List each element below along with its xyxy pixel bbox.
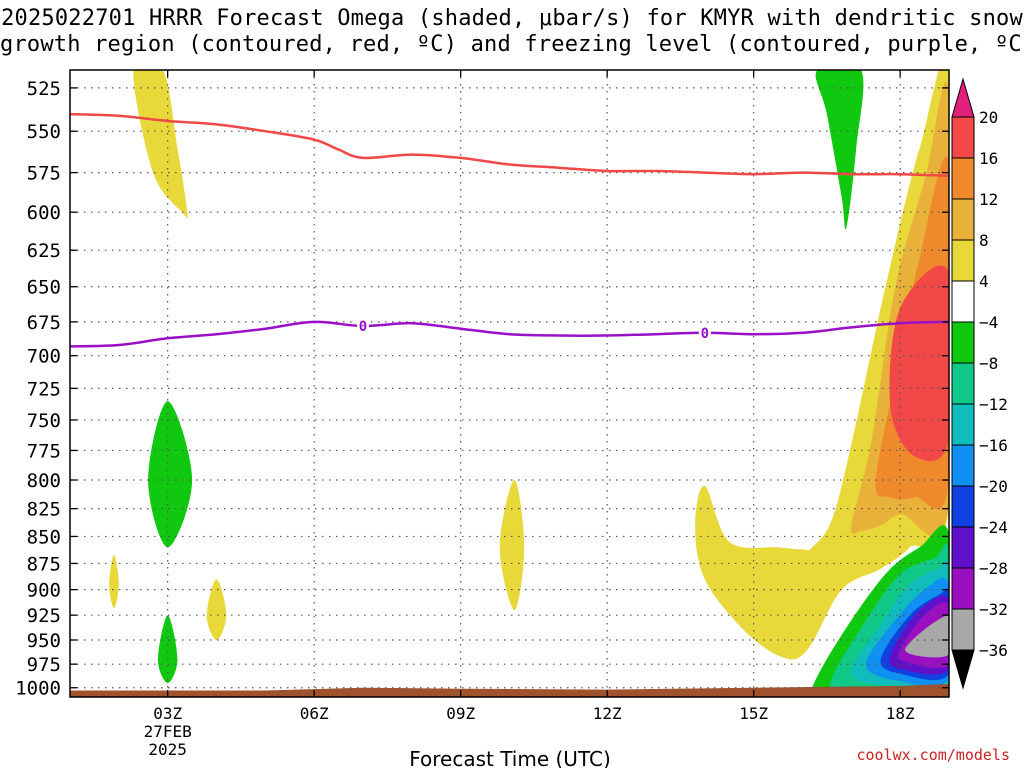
y-tick-label: 550 <box>27 121 61 143</box>
omega-region-6 <box>499 480 525 611</box>
freezing-level-label-bg <box>357 317 369 334</box>
x-tick-sublabel: 2025 <box>148 740 187 759</box>
credit-link[interactable]: coolwx.com/models <box>856 746 1010 764</box>
plot-frame <box>69 69 950 698</box>
omega-region-11 <box>889 265 949 462</box>
y-tick-label: 750 <box>27 410 61 432</box>
plot-border <box>69 69 950 698</box>
omega-region-1 <box>133 70 188 219</box>
x-axis-label: Forecast Time (UTC) <box>409 747 611 768</box>
y-tick-label: 900 <box>27 580 61 602</box>
colorbar-tick-label: −28 <box>979 559 1008 578</box>
colorbar-bin <box>951 280 975 323</box>
colorbar-bottom-arrow <box>951 649 975 690</box>
colorbar-bin <box>951 239 975 282</box>
y-tick-label: 775 <box>27 440 61 462</box>
colorbar-bin <box>951 526 975 569</box>
colorbar-tick-label: −36 <box>979 641 1008 660</box>
colorbar-bin <box>951 198 975 241</box>
freezing-level-label: 0 <box>359 319 367 335</box>
colorbar-tick-label: −32 <box>979 600 1008 619</box>
y-tick-label: 650 <box>27 277 61 299</box>
omega-region-5 <box>157 615 178 684</box>
x-tick-label: 15Z <box>739 704 768 723</box>
y-tick-label: 700 <box>27 346 61 368</box>
y-tick-label: 1000 <box>15 678 61 700</box>
colorbar-tick-label: −16 <box>979 436 1008 455</box>
omega-shading <box>70 70 949 697</box>
x-tick-label: 06Z <box>300 704 329 723</box>
y-tick-label: 575 <box>27 163 61 185</box>
colorbar-top-arrow <box>951 77 975 118</box>
colorbar-tick-label: 4 <box>979 272 989 291</box>
freezing-level-label: 0 <box>701 326 709 342</box>
colorbar-bin <box>951 362 975 405</box>
x-tick-sublabel: 27FEB <box>144 722 192 741</box>
y-tick-label: 675 <box>27 312 61 334</box>
colorbar-bin <box>951 444 975 487</box>
colorbar-tick-label: 16 <box>979 149 998 168</box>
colorbar-bin <box>951 485 975 528</box>
colorbar-tick-label: −20 <box>979 477 1008 496</box>
terrain-strip <box>70 684 949 697</box>
colorbar-bin <box>951 321 975 364</box>
colorbar-tick-label: 20 <box>979 108 998 127</box>
freezing-level-line <box>70 320 949 348</box>
y-axis-ticks: 525 550 575 600 625 650 675 700 725 750 775 800 825 8… <box>15 78 949 700</box>
colorbar-bin <box>951 157 975 200</box>
title-line-2: growth region (contoured, red, ºC) and f… <box>0 32 1024 57</box>
omega-region-4 <box>206 579 227 640</box>
omega-region-7 <box>815 70 864 230</box>
omega-region-2 <box>148 401 193 548</box>
colorbar: 20 16 12 8 4 −4 −8 −12 −16 −20 −24 −28 −32 −36 <box>951 77 1008 690</box>
y-tick-label: 850 <box>27 526 61 548</box>
y-tick-label: 875 <box>27 553 61 575</box>
y-tick-label: 725 <box>27 378 61 400</box>
y-tick-label: 925 <box>27 605 61 627</box>
colorbar-tick-label: 12 <box>979 190 998 209</box>
x-tick-label: 09Z <box>446 704 475 723</box>
y-tick-label: 975 <box>27 654 61 676</box>
y-tick-label: 950 <box>27 630 61 652</box>
x-tick-label: 12Z <box>593 704 622 723</box>
colorbar-bin <box>951 403 975 446</box>
x-tick-label: 03Z <box>153 704 182 723</box>
colorbar-bin <box>951 608 975 651</box>
chart-title: 2025022701 HRRR Forecast Omega (shaded, … <box>0 6 1024 58</box>
colorbar-bin <box>951 567 975 610</box>
colorbar-tick-label: −4 <box>979 313 998 332</box>
colorbar-tick-label: 8 <box>979 231 989 250</box>
colorbar-bin <box>951 116 975 159</box>
x-tick-label: 18Z <box>886 704 915 723</box>
colorbar-tick-label: −8 <box>979 354 998 373</box>
omega-region-3 <box>109 554 119 609</box>
y-tick-label: 525 <box>27 78 61 100</box>
title-line-1: 2025022701 HRRR Forecast Omega (shaded, … <box>1 6 1023 31</box>
y-tick-label: 625 <box>27 240 61 262</box>
y-tick-label: 825 <box>27 499 61 521</box>
dgz-contour-line <box>70 112 949 178</box>
freezing-level-label-bg <box>698 324 711 341</box>
y-tick-label: 600 <box>27 202 61 224</box>
y-tick-label: 800 <box>27 470 61 492</box>
omega-region-19 <box>905 615 949 658</box>
colorbar-tick-label: −12 <box>979 395 1008 414</box>
colorbar-tick-label: −24 <box>979 518 1008 537</box>
